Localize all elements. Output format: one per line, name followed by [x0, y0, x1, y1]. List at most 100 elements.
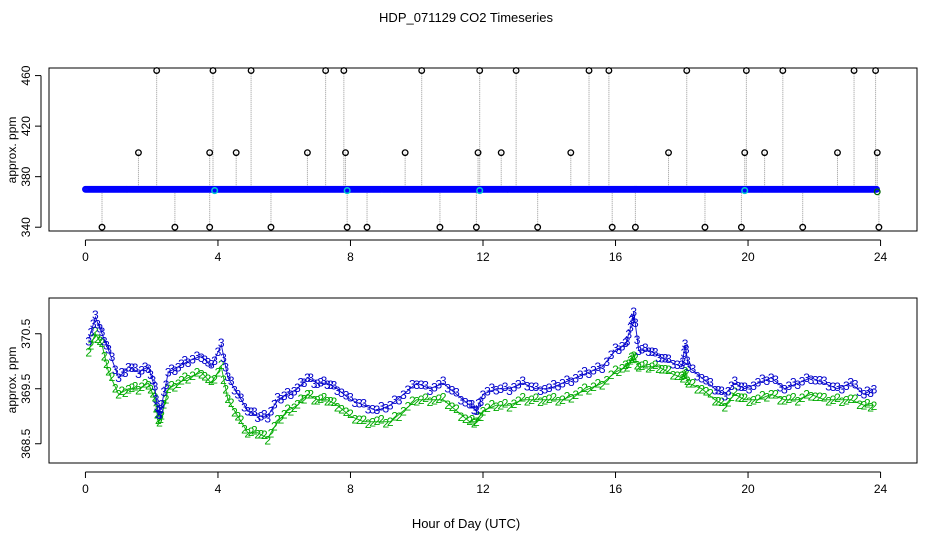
flagged-point — [741, 187, 749, 195]
series-2-point: 2 — [471, 416, 478, 430]
series-3-point: 3 — [843, 379, 850, 393]
series-3-point: 3 — [418, 378, 425, 392]
series-2-point: 2 — [288, 404, 295, 418]
series-3-point: 3 — [228, 374, 235, 388]
series-3-point: 3 — [189, 352, 196, 366]
series-2-point: 2 — [307, 387, 314, 401]
series-2-point: 2 — [790, 390, 797, 404]
series-3-point: 3 — [864, 384, 871, 398]
series-2-point: 2 — [382, 416, 389, 430]
series-3-point: 3 — [581, 365, 588, 379]
flagged-point — [343, 187, 351, 195]
series-2-point: 2 — [258, 428, 265, 442]
series-3-point: 3 — [867, 386, 874, 400]
series-2-point: 2 — [356, 413, 363, 427]
series-2-point: 2 — [511, 397, 518, 411]
series-2-point: 2 — [152, 390, 159, 404]
spike-point — [303, 149, 311, 157]
series-3-point: 3 — [334, 384, 341, 398]
series-2-point: 2 — [264, 434, 271, 448]
series-2-point: 2 — [825, 394, 832, 408]
series-2-point: 2 — [324, 394, 331, 408]
series-2-point: 2 — [122, 386, 129, 400]
series-2-point: 2 — [154, 407, 161, 421]
series-2-point: 2 — [238, 413, 245, 427]
series-3-point: 3 — [85, 335, 92, 349]
spike-point — [608, 223, 616, 231]
series-3-point: 3 — [297, 376, 304, 390]
series-3-point: 3 — [96, 321, 103, 335]
bottom-plot-frame — [48, 297, 918, 464]
series-2-point: 2 — [629, 352, 636, 366]
top-y-tick-label: 340 — [19, 217, 33, 237]
series-3-point: 3 — [528, 380, 535, 394]
series-2-point: 2 — [149, 386, 156, 400]
series-2-point: 2 — [541, 394, 548, 408]
series-3-point: 3 — [261, 408, 268, 422]
series-3-point: 3 — [317, 375, 324, 389]
series-3-point: 3 — [400, 388, 407, 402]
series-2-point: 2 — [852, 392, 859, 406]
series-2-point: 2 — [715, 395, 722, 409]
series-3-point: 3 — [731, 374, 738, 388]
series-3-point: 3 — [258, 409, 265, 423]
series-2-point: 2 — [466, 414, 473, 428]
series-2-point: 2 — [128, 381, 135, 395]
series-2-point: 2 — [524, 394, 531, 408]
series-3-point: 3 — [157, 403, 164, 417]
series-2-point: 2 — [90, 331, 97, 345]
series-2-point: 2 — [422, 391, 429, 405]
top-y-tick-label: 420 — [19, 116, 33, 136]
series-2-point: 2 — [488, 398, 495, 412]
series-3-point: 3 — [683, 343, 690, 357]
series-3-point: 3 — [94, 317, 101, 331]
series-2-point: 2 — [834, 391, 841, 405]
series-2-point: 2 — [803, 387, 810, 401]
series-3-point: 3 — [254, 411, 261, 425]
series-2-point: 2 — [343, 405, 350, 419]
series-2-point: 2 — [278, 413, 285, 427]
spike-point — [512, 67, 520, 74]
series-2-point: 2 — [225, 392, 232, 406]
series-3-point: 3 — [665, 352, 672, 366]
series-3-point: 3 — [211, 354, 218, 368]
series-3-point: 3 — [627, 320, 634, 334]
series-3-point: 3 — [90, 317, 97, 331]
series-2-point: 2 — [581, 381, 588, 395]
spike-point — [761, 149, 769, 157]
series-2-point: 2 — [431, 394, 438, 408]
series-2-point: 2 — [475, 409, 482, 423]
series-2-point: 2 — [662, 363, 669, 377]
spike-point — [741, 149, 749, 157]
spike-point — [206, 149, 214, 157]
spike-point — [322, 67, 330, 74]
series-2-point: 2 — [321, 390, 328, 404]
series-3-point: 3 — [484, 385, 491, 399]
series-2-point: 2 — [655, 362, 662, 376]
series-3-point: 3 — [755, 375, 762, 389]
series-2-point: 2 — [635, 361, 642, 375]
series-3-point: 3 — [311, 377, 318, 391]
x-axis-label: Hour of Day (UTC) — [412, 516, 520, 531]
series-3-point: 3 — [506, 384, 513, 398]
series-2-point: 2 — [156, 415, 163, 429]
series-3-point: 3 — [301, 376, 308, 390]
series-2-point: 2 — [649, 360, 656, 374]
series-2-point: 2 — [627, 353, 634, 367]
series-3-point: 3 — [590, 363, 597, 377]
series-2-point: 2 — [347, 407, 354, 421]
series-2-point: 2 — [435, 392, 442, 406]
series-3-point: 3 — [453, 386, 460, 400]
series-2-point: 2 — [515, 394, 522, 408]
series-2-point: 2 — [480, 405, 487, 419]
series-3-point: 3 — [475, 397, 482, 411]
series-3-point: 3 — [786, 379, 793, 393]
series-2-point: 2 — [763, 391, 770, 405]
series-3-point: 3 — [413, 378, 420, 392]
series-3-point: 3 — [281, 389, 288, 403]
series-3-point: 3 — [101, 335, 108, 349]
spike-point — [683, 67, 691, 74]
top-x-tick-label: 16 — [609, 250, 623, 264]
bottom-axes: 0 4 8 12 16 20 24 368.5 369.5 370.5 — [19, 318, 888, 496]
series-2-point: 2 — [85, 346, 92, 360]
